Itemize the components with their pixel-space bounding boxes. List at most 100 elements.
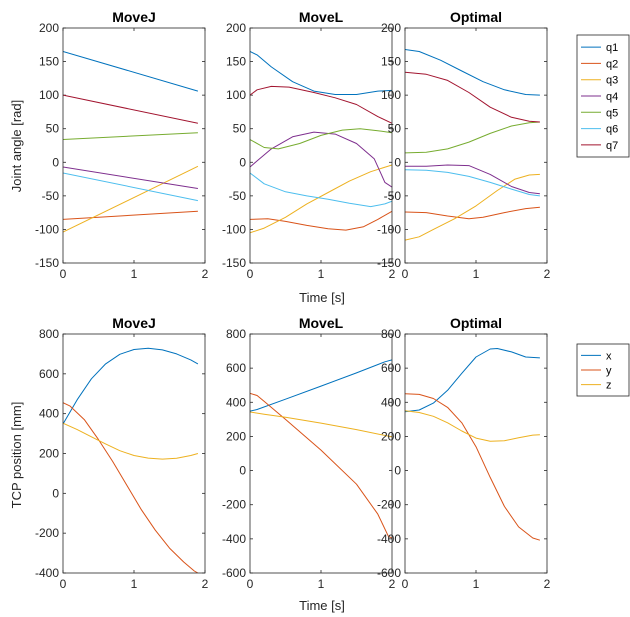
series-line-z bbox=[63, 422, 199, 460]
y-tick-label: 0 bbox=[239, 155, 246, 169]
subplot-6: -600 -400 -200 0 200 400 600 800 0 1 2 Optimal xyz bbox=[377, 315, 630, 591]
plot-area bbox=[250, 334, 392, 573]
y-tick-label: 800 bbox=[381, 327, 401, 341]
series-line-q1 bbox=[250, 51, 392, 95]
y-tick-label: 600 bbox=[226, 361, 246, 375]
y-tick-label: 150 bbox=[39, 55, 59, 69]
y-tick-label: -600 bbox=[377, 566, 401, 580]
legend-label-q6: q6 bbox=[606, 124, 618, 136]
subplot-title: Optimal bbox=[450, 315, 502, 331]
x-tick-label: 0 bbox=[402, 267, 409, 281]
series-line-q7 bbox=[405, 71, 540, 123]
y-tick-label: 200 bbox=[226, 21, 246, 35]
plot-area bbox=[405, 334, 547, 573]
y-tick-label: 0 bbox=[239, 464, 246, 478]
x-tick-label: 2 bbox=[389, 577, 396, 591]
series-line-q6 bbox=[405, 169, 540, 197]
subplot-5: -600 -400 -200 0 200 400 600 800 0 1 2 MoveL bbox=[222, 315, 396, 591]
y-tick-label: 200 bbox=[381, 429, 401, 443]
series-line-y bbox=[63, 402, 199, 573]
subplot-4: -400 -200 0 200 400 600 800 0 1 2 MoveJ bbox=[35, 315, 209, 591]
axes-frame bbox=[404, 333, 548, 574]
row2-x-axis-label: Time [s] bbox=[299, 598, 345, 613]
y-tick-label: -50 bbox=[229, 189, 247, 203]
legend-label-q7: q7 bbox=[606, 140, 618, 152]
series-line-q4 bbox=[250, 131, 392, 188]
y-tick-label: 0 bbox=[52, 486, 59, 500]
y-tick-label: -400 bbox=[377, 532, 401, 546]
series-line-z bbox=[250, 411, 392, 438]
x-tick-label: 2 bbox=[389, 267, 396, 281]
subplot-title: MoveL bbox=[299, 315, 344, 331]
series-line-q3 bbox=[405, 173, 540, 241]
x-tick-label: 1 bbox=[131, 577, 138, 591]
series-line-q5 bbox=[405, 121, 540, 154]
legend-label-q2: q2 bbox=[606, 58, 618, 70]
y-tick-label: 150 bbox=[226, 55, 246, 69]
y-tick-label: 0 bbox=[394, 155, 401, 169]
legend: xyz bbox=[576, 343, 630, 397]
y-tick-label: -100 bbox=[35, 222, 59, 236]
subplot-title: Optimal bbox=[450, 9, 502, 25]
y-tick-label: -200 bbox=[222, 498, 246, 512]
series-line-x bbox=[63, 347, 199, 425]
y-tick-label: -200 bbox=[377, 498, 401, 512]
y-tick-label: 400 bbox=[226, 395, 246, 409]
series-line-x bbox=[405, 348, 540, 413]
series-line-q6 bbox=[63, 172, 199, 202]
x-tick-label: 2 bbox=[544, 267, 551, 281]
subplot-title: MoveL bbox=[299, 9, 344, 25]
y-tick-label: -100 bbox=[222, 222, 246, 236]
y-tick-label: -600 bbox=[222, 566, 246, 580]
series-line-q4 bbox=[63, 166, 198, 189]
y-tick-label: 400 bbox=[381, 395, 401, 409]
subplot-title: MoveJ bbox=[112, 315, 156, 331]
y-tick-label: 100 bbox=[39, 88, 59, 102]
legend-label-q4: q4 bbox=[606, 91, 618, 103]
x-tick-label: 2 bbox=[202, 577, 209, 591]
subplot-title: MoveJ bbox=[112, 9, 156, 25]
row1-y-axis-label: Joint angle [rad] bbox=[9, 100, 24, 193]
row1-x-axis-label: Time [s] bbox=[299, 290, 345, 305]
series-line-q3 bbox=[63, 165, 199, 233]
y-tick-label: 50 bbox=[233, 122, 247, 136]
plot-area bbox=[63, 334, 205, 573]
y-tick-label: 50 bbox=[46, 122, 60, 136]
y-tick-label: -50 bbox=[384, 189, 402, 203]
plot-area bbox=[405, 28, 547, 263]
legend-label-q3: q3 bbox=[606, 75, 618, 87]
x-tick-label: 1 bbox=[131, 267, 138, 281]
x-tick-label: 0 bbox=[402, 577, 409, 591]
y-tick-label: -200 bbox=[35, 526, 59, 540]
subplot-1: -150 -100 -50 0 50 100 150 200 0 1 2 MoveJ bbox=[35, 9, 209, 281]
y-tick-label: 0 bbox=[52, 155, 59, 169]
x-tick-label: 1 bbox=[473, 267, 480, 281]
series-line-q7 bbox=[63, 94, 199, 124]
legend: q1 q2 q3 q4 q5 q6 q7 bbox=[576, 34, 630, 158]
y-tick-label: 200 bbox=[39, 447, 59, 461]
legend-label-q5: q5 bbox=[606, 107, 618, 119]
series-line-y bbox=[405, 393, 541, 541]
legend-label-z: z bbox=[606, 380, 612, 392]
subplot-2: -150 -100 -50 0 50 100 150 200 0 1 2 MoveL bbox=[222, 9, 396, 281]
y-tick-label: 800 bbox=[39, 327, 59, 341]
series-line-q1 bbox=[63, 51, 199, 92]
series-line-q4 bbox=[405, 164, 540, 195]
series-line-q6 bbox=[250, 172, 392, 208]
y-tick-label: -400 bbox=[35, 566, 59, 580]
series-line-q3 bbox=[250, 164, 392, 234]
y-tick-label: -150 bbox=[222, 256, 246, 270]
series-line-q5 bbox=[63, 132, 198, 140]
plot-area bbox=[63, 28, 205, 263]
x-tick-label: 0 bbox=[247, 267, 254, 281]
y-tick-label: 150 bbox=[381, 55, 401, 69]
y-tick-label: 400 bbox=[39, 407, 59, 421]
y-tick-label: 600 bbox=[381, 361, 401, 375]
series-line-y bbox=[250, 392, 392, 539]
series-line-q5 bbox=[250, 128, 392, 150]
legend-label-y: y bbox=[606, 365, 612, 377]
y-tick-label: 0 bbox=[394, 464, 401, 478]
y-tick-label: 200 bbox=[381, 21, 401, 35]
